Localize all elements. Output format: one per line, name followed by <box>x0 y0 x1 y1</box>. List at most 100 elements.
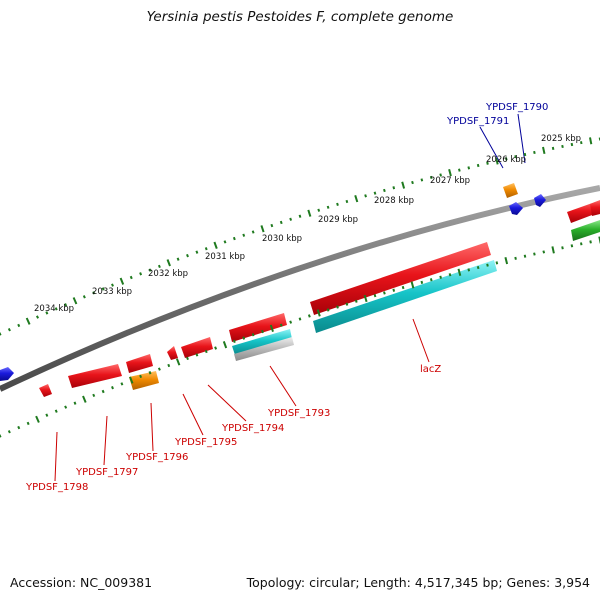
minor-tick <box>111 283 114 287</box>
minor-tick <box>373 191 377 195</box>
minor-tick <box>439 173 442 177</box>
tick-label: 2033 kbp <box>92 287 132 297</box>
tick-label: 2030 kbp <box>262 234 302 244</box>
gene-label: YPDSF_1797 <box>75 467 138 478</box>
major-tick <box>448 168 452 177</box>
minor-tick <box>223 240 227 244</box>
minor-tick <box>429 278 433 282</box>
major-tick <box>25 317 31 325</box>
gene-features <box>0 183 600 397</box>
minor-tick <box>458 168 461 172</box>
genome-backbone <box>0 185 600 392</box>
minor-tick <box>467 166 471 170</box>
gene-labels: YPDSF_1790 YPDSF_1791 lacZ YPDSF_1793 YPDSF_… <box>25 102 548 493</box>
label-leaders <box>54 113 526 482</box>
minor-tick <box>204 349 208 354</box>
minor-tick <box>195 353 199 357</box>
gene-ypdsf-1798 <box>39 384 52 397</box>
minor-tick <box>279 323 283 327</box>
minor-tick <box>92 393 96 398</box>
tick-label: 2028 kbp <box>374 196 414 206</box>
minor-tick <box>298 317 302 321</box>
major-tick <box>213 241 218 249</box>
minor-tick <box>326 205 330 209</box>
minor-tick <box>514 155 517 159</box>
minor-tick <box>7 430 11 434</box>
minor-tick <box>35 315 40 319</box>
minor-tick <box>486 161 489 165</box>
minor-tick <box>7 327 11 332</box>
minor-tick <box>111 386 114 390</box>
minor-tick <box>326 308 330 312</box>
minor-tick <box>242 336 246 340</box>
minor-tick <box>570 142 574 147</box>
minor-tick <box>514 256 517 260</box>
minor-tick <box>270 223 274 228</box>
minor-tick <box>167 363 171 368</box>
minor-tick <box>45 413 49 417</box>
gene-blue-left <box>0 367 14 381</box>
tick-label: 2034 kbp <box>34 304 74 314</box>
major-tick <box>504 256 509 265</box>
minor-tick <box>64 303 68 307</box>
minor-tick <box>0 434 2 438</box>
minor-tick <box>186 253 189 258</box>
minor-tick <box>73 401 77 405</box>
minor-tick <box>401 285 405 290</box>
minor-tick <box>204 247 208 251</box>
minor-tick <box>45 311 49 315</box>
minor-tick <box>523 254 527 258</box>
minor-tick <box>317 208 321 212</box>
minor-tick <box>261 329 264 334</box>
major-tick <box>551 246 555 254</box>
minor-tick <box>561 144 564 149</box>
scale-ticks-outer <box>0 137 600 336</box>
gene-ypdsf-1793 <box>229 313 287 342</box>
major-tick <box>542 146 546 155</box>
minor-tick <box>17 425 21 430</box>
scale-ticks-inner <box>0 236 600 438</box>
minor-tick <box>467 268 471 272</box>
gene-label: YPDSF_1793 <box>267 408 330 419</box>
gene-ypdsf-1795 <box>181 337 213 358</box>
major-tick <box>316 309 321 317</box>
minor-tick <box>195 250 199 254</box>
minor-tick <box>242 233 246 237</box>
minor-tick <box>214 346 218 350</box>
gene-ypdsf-1797 <box>68 364 122 388</box>
gene-label: lacZ <box>420 364 441 375</box>
minor-tick <box>580 141 583 145</box>
gene-ypdsf-1791 <box>509 202 523 215</box>
minor-tick <box>120 382 124 386</box>
minor-tick <box>289 217 293 221</box>
minor-tick <box>307 314 311 318</box>
minor-tick <box>476 265 480 270</box>
minor-tick <box>251 230 255 234</box>
minor-tick <box>82 295 86 299</box>
minor-tick <box>392 288 396 292</box>
minor-tick <box>354 299 358 303</box>
minor-tick <box>279 220 283 225</box>
minor-tick <box>383 188 386 193</box>
minor-tick <box>157 264 161 269</box>
major-tick <box>175 358 181 366</box>
gene-label: YPDSF_1794 <box>221 423 284 434</box>
major-tick <box>72 297 78 305</box>
minor-tick <box>17 323 21 328</box>
gene-orange-small <box>503 183 518 198</box>
minor-tick <box>570 244 574 248</box>
minor-tick <box>148 371 152 375</box>
minor-tick <box>0 332 2 336</box>
minor-tick <box>551 146 555 151</box>
gene-ypdsf-1790 <box>534 194 546 207</box>
minor-tick <box>289 320 293 324</box>
tick-label: 2032 kbp <box>148 269 188 279</box>
major-tick <box>495 157 499 165</box>
gene-green-right <box>571 220 600 241</box>
minor-tick <box>364 194 367 198</box>
major-tick <box>119 277 125 285</box>
minor-tick <box>504 157 508 161</box>
minor-tick <box>336 202 339 206</box>
major-tick <box>82 395 87 403</box>
tick-label: 2031 kbp <box>205 252 245 262</box>
